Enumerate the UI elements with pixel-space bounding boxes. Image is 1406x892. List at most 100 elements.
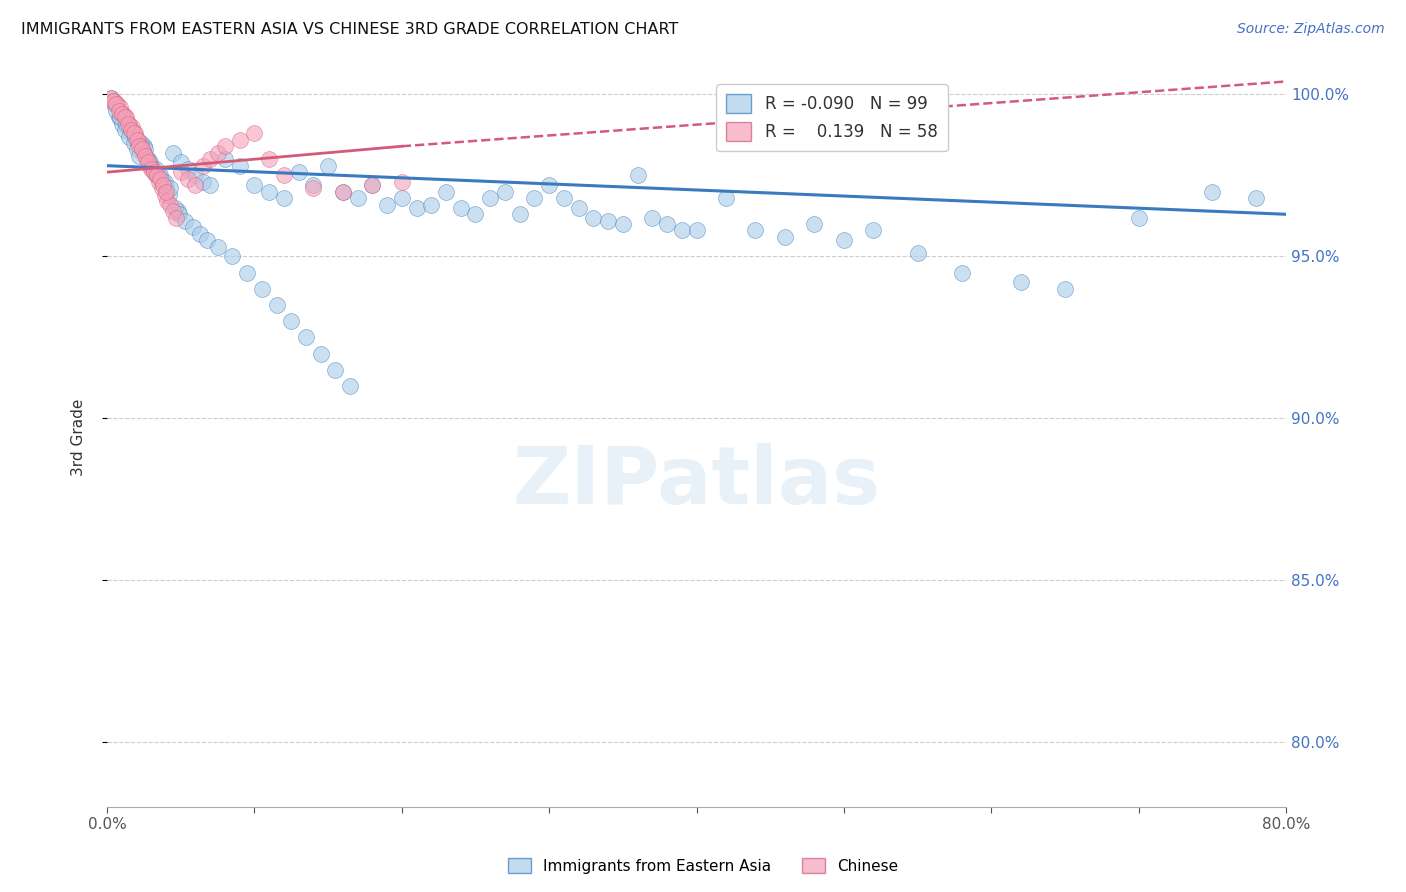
Point [612, 217, 634, 231]
Point [257, 185, 280, 199]
Point [100, 90, 122, 104]
Point [141, 161, 163, 176]
Point [155, 185, 177, 199]
Point [114, 110, 136, 124]
Point [120, 123, 142, 137]
Point [121, 120, 143, 134]
Point [138, 152, 160, 166]
Point [139, 155, 162, 169]
Point [110, 110, 132, 124]
Point [148, 175, 170, 189]
Legend: R = -0.090   N = 99, R =    0.139   N = 58: R = -0.090 N = 99, R = 0.139 N = 58 [716, 84, 948, 151]
Point [103, 94, 125, 108]
Point [177, 171, 200, 186]
Point [122, 136, 145, 150]
Point [138, 155, 160, 169]
Point [155, 181, 177, 195]
Point [325, 363, 347, 377]
Point [346, 191, 368, 205]
Point [114, 123, 136, 137]
Point [207, 145, 229, 160]
Point [132, 139, 155, 153]
Point [150, 181, 173, 195]
Point [250, 282, 273, 296]
Point [1010, 275, 1032, 289]
Point [170, 155, 193, 169]
Point [582, 211, 605, 225]
Y-axis label: 3rd Grade: 3rd Grade [72, 399, 86, 476]
Point [110, 100, 132, 114]
Point [214, 139, 236, 153]
Point [773, 230, 796, 244]
Point [129, 139, 152, 153]
Point [434, 185, 457, 199]
Point [685, 223, 707, 237]
Point [124, 126, 146, 140]
Point [101, 94, 124, 108]
Text: ZIPatlas: ZIPatlas [512, 443, 880, 521]
Point [195, 233, 218, 247]
Point [714, 191, 737, 205]
Point [125, 143, 148, 157]
Point [143, 165, 166, 179]
Point [145, 161, 167, 176]
Point [295, 330, 318, 344]
Point [170, 165, 193, 179]
Point [243, 178, 266, 193]
Point [188, 227, 211, 241]
Point [191, 175, 214, 189]
Point [744, 223, 766, 237]
Point [309, 346, 332, 360]
Point [228, 133, 250, 147]
Point [125, 133, 148, 147]
Text: IMMIGRANTS FROM EASTERN ASIA VS CHINESE 3RD GRADE CORRELATION CHART: IMMIGRANTS FROM EASTERN ASIA VS CHINESE … [21, 22, 679, 37]
Point [641, 211, 664, 225]
Point [200, 178, 222, 193]
Point [214, 152, 236, 166]
Point [159, 181, 181, 195]
Point [148, 169, 170, 183]
Point [152, 178, 174, 193]
Point [174, 213, 197, 227]
Point [228, 159, 250, 173]
Point [420, 197, 443, 211]
Point [127, 133, 149, 147]
Point [104, 103, 127, 118]
Point [163, 201, 186, 215]
Point [111, 117, 134, 131]
Point [122, 126, 145, 140]
Point [464, 207, 486, 221]
Point [165, 211, 187, 225]
Text: Source: ZipAtlas.com: Source: ZipAtlas.com [1237, 22, 1385, 37]
Point [509, 207, 531, 221]
Point [162, 204, 184, 219]
Point [494, 185, 516, 199]
Point [862, 223, 884, 237]
Point [184, 178, 207, 193]
Point [568, 201, 591, 215]
Point [221, 249, 243, 263]
Point [152, 175, 174, 189]
Point [105, 97, 128, 112]
Point [112, 107, 135, 121]
Point [139, 159, 162, 173]
Point [832, 233, 855, 247]
Point [655, 217, 678, 231]
Point [156, 194, 179, 209]
Point [287, 165, 309, 179]
Point [257, 152, 280, 166]
Point [177, 161, 200, 176]
Point [200, 152, 222, 166]
Point [111, 107, 134, 121]
Point [115, 110, 138, 124]
Point [131, 143, 153, 157]
Point [273, 169, 295, 183]
Point [141, 159, 163, 173]
Point [124, 129, 146, 144]
Point [803, 217, 825, 231]
Point [118, 117, 141, 131]
Point [134, 149, 156, 163]
Point [538, 178, 561, 193]
Point [479, 191, 502, 205]
Point [361, 178, 384, 193]
